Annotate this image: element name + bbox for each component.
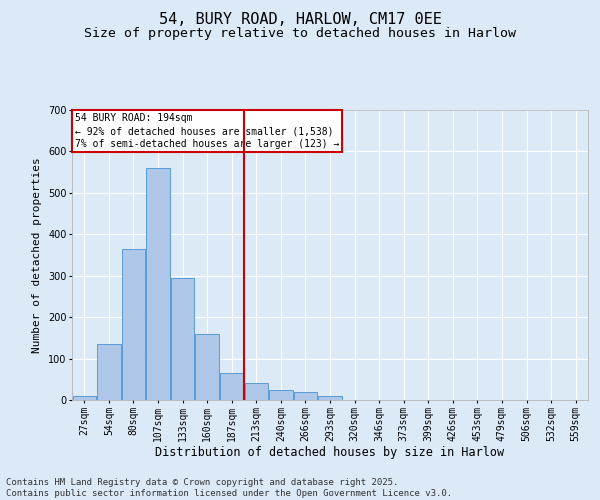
Text: Contains HM Land Registry data © Crown copyright and database right 2025.
Contai: Contains HM Land Registry data © Crown c… — [6, 478, 452, 498]
Text: 54 BURY ROAD: 194sqm
← 92% of detached houses are smaller (1,538)
7% of semi-det: 54 BURY ROAD: 194sqm ← 92% of detached h… — [74, 113, 339, 150]
Bar — [122, 249, 145, 400]
Bar — [294, 392, 317, 400]
Bar — [146, 168, 170, 400]
Bar — [269, 390, 293, 400]
Text: Size of property relative to detached houses in Harlow: Size of property relative to detached ho… — [84, 28, 516, 40]
Bar — [97, 344, 121, 400]
Bar — [220, 373, 244, 400]
X-axis label: Distribution of detached houses by size in Harlow: Distribution of detached houses by size … — [155, 446, 505, 460]
Bar — [73, 396, 96, 400]
Text: 54, BURY ROAD, HARLOW, CM17 0EE: 54, BURY ROAD, HARLOW, CM17 0EE — [158, 12, 442, 28]
Y-axis label: Number of detached properties: Number of detached properties — [32, 157, 43, 353]
Bar — [245, 384, 268, 400]
Bar — [171, 278, 194, 400]
Bar — [319, 396, 341, 400]
Bar — [196, 334, 219, 400]
